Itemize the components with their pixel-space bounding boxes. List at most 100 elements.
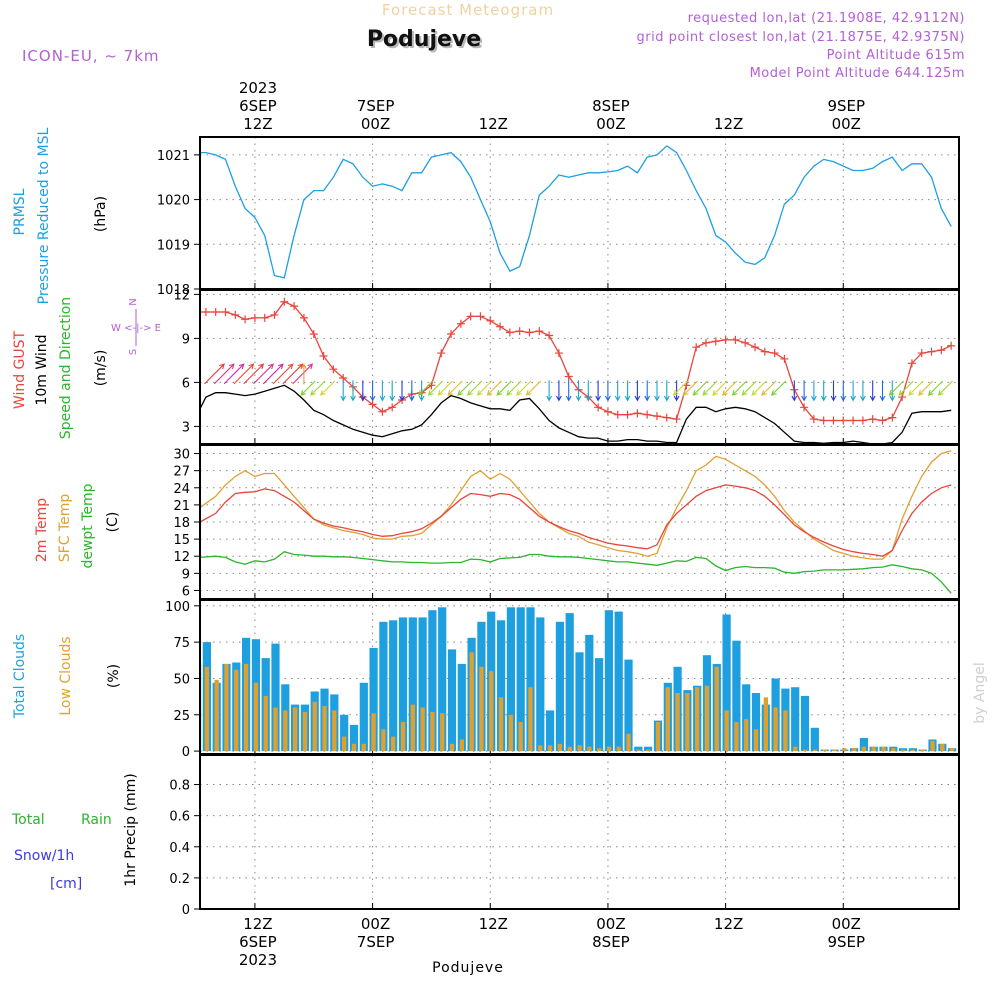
gust-marker: [888, 413, 897, 422]
panel-precip: 0 0.2 0.4 0.6 0.8: [169, 754, 960, 918]
gust-marker: [662, 413, 671, 422]
low-cloud-bar: [391, 736, 396, 752]
wind-direction-arrows: [204, 363, 953, 402]
y-tick-label: 50: [173, 672, 190, 687]
y-tick-label: 18: [173, 516, 190, 531]
gust-marker: [221, 308, 230, 316]
wind-arrow: [223, 363, 245, 385]
model-label: ICON-EU, ~ 7km: [22, 47, 160, 65]
wind-arrow: [467, 380, 483, 396]
pressure-line: [200, 145, 952, 279]
low-cloud-bar: [940, 743, 945, 752]
total-cloud-bar: [516, 607, 525, 752]
y-tick-label: 15: [173, 533, 190, 548]
gust-marker: [652, 412, 661, 421]
gust-marker: [770, 349, 779, 358]
low-cloud-bar: [851, 748, 857, 752]
low-cloud-bar: [322, 706, 327, 752]
wind-arrow: [770, 380, 787, 396]
gust-marker: [545, 331, 554, 340]
low-cloud-bar: [802, 749, 808, 752]
y-tick-label: 1019: [157, 238, 190, 253]
gust-marker: [260, 313, 269, 322]
y-tick-label: 6: [182, 376, 190, 391]
low-cloud-bar: [773, 707, 778, 752]
y-tick-label: 75: [173, 636, 190, 651]
low-cloud-bar: [400, 722, 406, 752]
wind-arrow: [820, 380, 827, 402]
panel-labels: PRMSL Pressure Reduced to MSL (hPa) Wind…: [11, 127, 161, 892]
x-tick-label-bottom: 00Z: [596, 915, 625, 933]
gust-marker: [290, 302, 299, 311]
x-tick-label-bottom: 2023: [239, 951, 277, 969]
gust-marker: [437, 349, 446, 358]
low-cloud-bar: [920, 749, 925, 752]
wind-arrow: [350, 380, 356, 402]
x-tick-label-bottom: 7SEP: [357, 933, 395, 951]
low-cloud-bar: [459, 739, 464, 752]
wind-arrow: [908, 380, 924, 396]
panel-wind-series: [199, 297, 956, 445]
wind-arrow: [830, 380, 837, 402]
low-cloud-bar: [508, 714, 513, 752]
total-cloud-bar: [595, 658, 604, 752]
x-tick-label-top: 6SEP: [239, 97, 277, 115]
total-cloud-bar: [624, 659, 633, 752]
gust-marker: [505, 328, 514, 337]
low-cloud-bar: [597, 748, 602, 752]
y-tick-label: 9: [182, 567, 190, 582]
gust-marker: [280, 297, 289, 306]
label-hpa: (hPa): [93, 196, 109, 232]
gust-marker: [858, 416, 867, 425]
label-sfc-temp: SFC Temp: [57, 494, 73, 563]
low-cloud-bar: [901, 749, 906, 752]
label-prmsl: PRMSL: [12, 188, 28, 235]
wind-arrow: [486, 380, 502, 396]
wind-arrow: [927, 380, 944, 396]
total-cloud-bar: [722, 614, 731, 752]
panel-pressure-series: [200, 145, 952, 279]
low-cloud-bar: [861, 746, 866, 752]
low-cloud-bar: [410, 704, 415, 752]
wind-arrow: [447, 380, 463, 396]
info-line-3: Point Altitude 615m: [827, 48, 965, 63]
total-cloud-bar: [359, 682, 368, 752]
panel-temperature-y-axis: 6 9 12 15 18 21 24 27 30: [173, 448, 200, 599]
label-snow: Snow/1h: [14, 848, 74, 864]
low-cloud-bar: [528, 687, 533, 752]
gust-marker: [937, 346, 946, 355]
total-cloud-bar: [536, 617, 545, 752]
x-tick-label-top: 00Z: [596, 115, 625, 133]
low-cloud-bar: [214, 679, 219, 752]
wind-arrow: [761, 380, 777, 396]
label-2m-temp: 2m Temp: [34, 498, 50, 562]
low-cloud-bar: [891, 748, 896, 752]
wind-arrow: [751, 380, 767, 396]
gust-marker: [800, 403, 809, 412]
low-cloud-bar: [665, 687, 670, 752]
low-cloud-bar: [489, 671, 494, 752]
panel-precip-frame: [199, 754, 960, 910]
low-cloud-bar: [626, 733, 631, 752]
wind-arrow: [565, 380, 572, 402]
low-cloud-bar: [675, 693, 680, 752]
total-cloud-bar: [565, 613, 574, 752]
total-cloud-bar: [546, 710, 555, 752]
gust-marker: [878, 416, 887, 425]
low-cloud-bar: [440, 713, 445, 752]
total-cloud-bar: [732, 640, 741, 752]
gust-marker: [868, 415, 877, 424]
gust-marker: [564, 372, 573, 381]
wind-arrow: [496, 380, 512, 396]
label-celsius: (C): [105, 512, 121, 533]
low-cloud-bar: [204, 666, 209, 752]
total-cloud-bar: [369, 647, 378, 752]
wind-arrow: [644, 380, 651, 402]
wind-arrow: [253, 363, 274, 385]
total-cloud-bar: [526, 607, 535, 752]
low-cloud-bar: [273, 707, 278, 752]
total-cloud-bar: [644, 746, 653, 752]
y-tick-label: 0.2: [169, 872, 190, 887]
wind-arrow: [692, 380, 708, 396]
gust-marker: [633, 409, 642, 418]
